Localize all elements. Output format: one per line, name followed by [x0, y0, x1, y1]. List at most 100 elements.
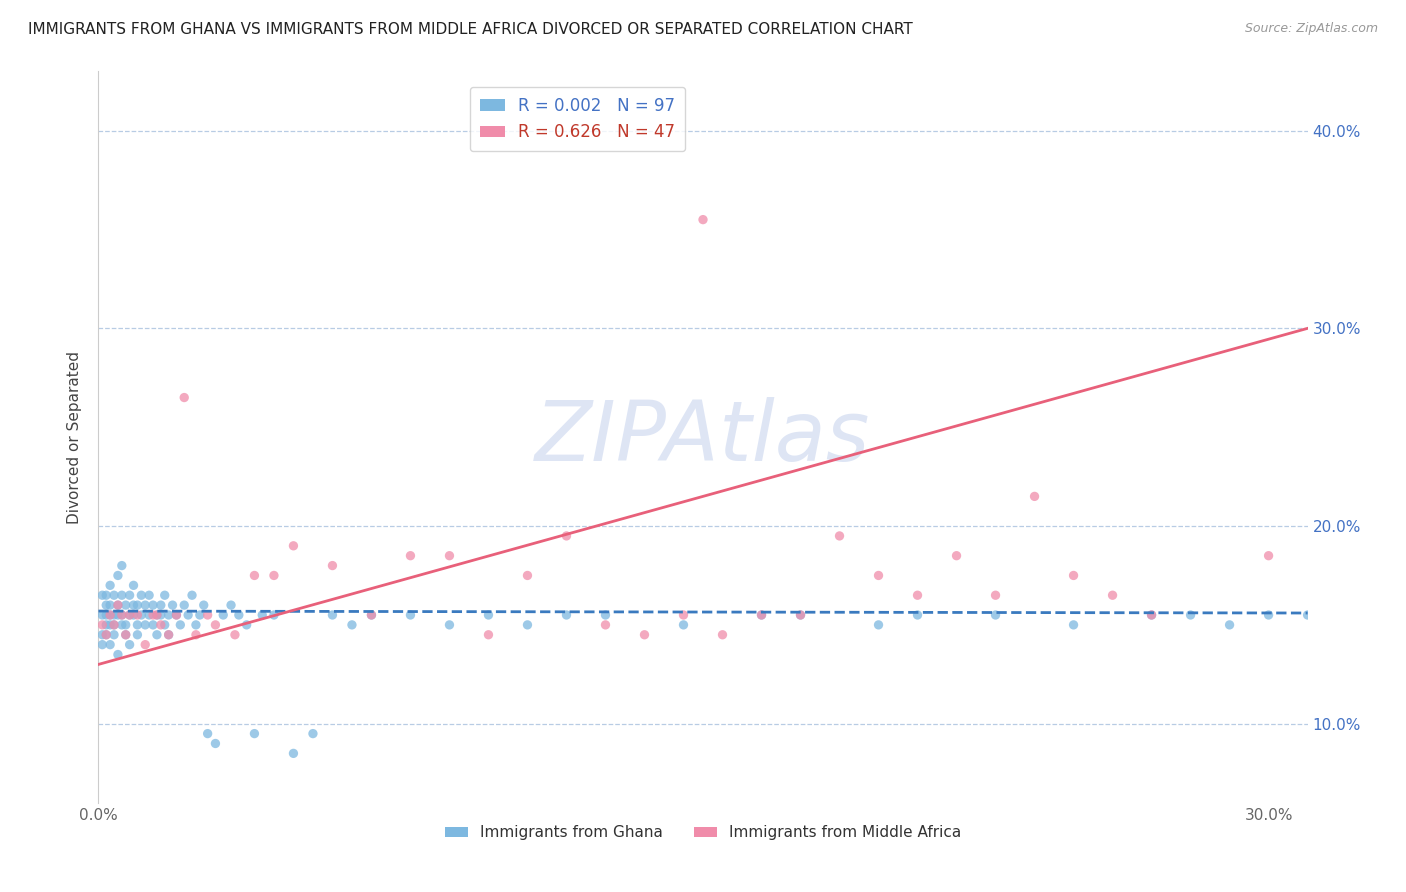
- Point: [945, 549, 967, 563]
- Point: [360, 607, 382, 622]
- Point: [204, 737, 226, 751]
- Point: [283, 747, 305, 761]
- Point: [107, 568, 129, 582]
- Point: [477, 628, 499, 642]
- Point: [1024, 489, 1046, 503]
- Point: [302, 726, 325, 740]
- Point: [1063, 618, 1085, 632]
- Point: [252, 607, 274, 622]
- Point: [127, 607, 149, 622]
- Point: [868, 568, 890, 582]
- Point: [98, 598, 121, 612]
- Point: [98, 578, 121, 592]
- Point: [91, 588, 114, 602]
- Point: [595, 607, 617, 622]
- Point: [263, 568, 285, 582]
- Point: [111, 618, 134, 632]
- Point: [103, 618, 125, 632]
- Point: [162, 598, 184, 612]
- Point: [907, 607, 929, 622]
- Point: [868, 618, 890, 632]
- Point: [984, 588, 1007, 602]
- Point: [149, 618, 172, 632]
- Point: [114, 628, 136, 642]
- Point: [157, 628, 180, 642]
- Point: [439, 549, 461, 563]
- Point: [96, 588, 118, 602]
- Point: [907, 588, 929, 602]
- Point: [711, 628, 734, 642]
- Point: [149, 598, 172, 612]
- Point: [111, 607, 134, 622]
- Point: [789, 607, 811, 622]
- Point: [219, 598, 242, 612]
- Point: [751, 607, 773, 622]
- Point: [340, 618, 363, 632]
- Point: [122, 578, 145, 592]
- Point: [672, 607, 695, 622]
- Point: [131, 588, 153, 602]
- Point: [516, 618, 538, 632]
- Point: [204, 618, 226, 632]
- Point: [193, 598, 215, 612]
- Point: [1180, 607, 1202, 622]
- Point: [177, 607, 200, 622]
- Point: [1101, 588, 1123, 602]
- Point: [672, 618, 695, 632]
- Point: [1296, 607, 1319, 622]
- Point: [399, 549, 422, 563]
- Point: [555, 607, 578, 622]
- Point: [91, 618, 114, 632]
- Point: [146, 607, 169, 622]
- Text: IMMIGRANTS FROM GHANA VS IMMIGRANTS FROM MIDDLE AFRICA DIVORCED OR SEPARATED COR: IMMIGRANTS FROM GHANA VS IMMIGRANTS FROM…: [28, 22, 912, 37]
- Point: [114, 628, 136, 642]
- Point: [91, 607, 114, 622]
- Point: [399, 607, 422, 622]
- Point: [1140, 607, 1163, 622]
- Point: [107, 598, 129, 612]
- Point: [142, 607, 165, 622]
- Point: [555, 529, 578, 543]
- Point: [131, 607, 153, 622]
- Point: [197, 726, 219, 740]
- Point: [1063, 568, 1085, 582]
- Point: [439, 618, 461, 632]
- Y-axis label: Divorced or Separated: Divorced or Separated: [67, 351, 83, 524]
- Point: [127, 618, 149, 632]
- Point: [91, 638, 114, 652]
- Point: [138, 607, 160, 622]
- Point: [197, 607, 219, 622]
- Point: [692, 212, 714, 227]
- Point: [165, 607, 187, 622]
- Point: [157, 628, 180, 642]
- Point: [188, 607, 211, 622]
- Point: [153, 588, 176, 602]
- Point: [98, 618, 121, 632]
- Point: [114, 598, 136, 612]
- Point: [1140, 607, 1163, 622]
- Point: [107, 598, 129, 612]
- Point: [149, 607, 172, 622]
- Point: [103, 588, 125, 602]
- Point: [98, 638, 121, 652]
- Point: [173, 598, 195, 612]
- Point: [122, 607, 145, 622]
- Point: [157, 607, 180, 622]
- Point: [321, 607, 343, 622]
- Point: [96, 628, 118, 642]
- Point: [181, 588, 204, 602]
- Point: [103, 628, 125, 642]
- Point: [142, 618, 165, 632]
- Point: [751, 607, 773, 622]
- Point: [111, 558, 134, 573]
- Point: [184, 628, 207, 642]
- Point: [243, 568, 266, 582]
- Point: [122, 598, 145, 612]
- Point: [263, 607, 285, 622]
- Point: [321, 558, 343, 573]
- Point: [134, 618, 156, 632]
- Point: [118, 638, 141, 652]
- Point: [212, 607, 235, 622]
- Point: [984, 607, 1007, 622]
- Point: [142, 598, 165, 612]
